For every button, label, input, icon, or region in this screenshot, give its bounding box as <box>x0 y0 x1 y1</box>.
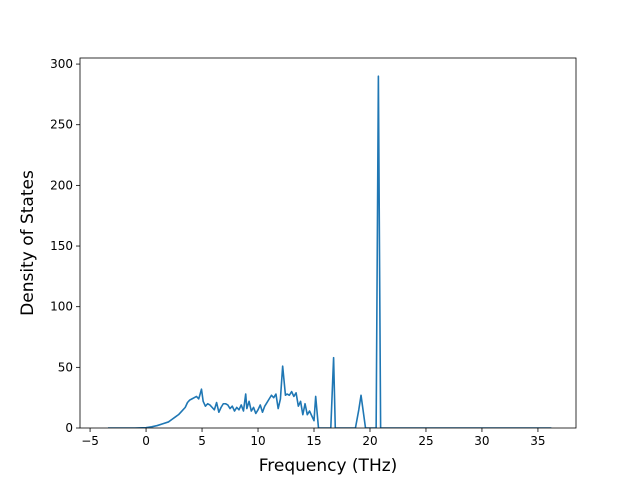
x-tick-label: 5 <box>198 434 206 448</box>
x-axis-label: Frequency (THz) <box>259 456 398 476</box>
x-tick-label: 10 <box>250 434 265 448</box>
y-axis-label: Density of States <box>18 170 38 316</box>
y-tick-label: 200 <box>50 178 73 192</box>
y-tick-label: 100 <box>50 300 73 314</box>
x-tick-label: 25 <box>418 434 433 448</box>
axis-ticks: −5 0 5 10 15 20 25 30 35 0 50 100 150 200 250 300 <box>50 57 545 448</box>
plot-area <box>107 75 552 428</box>
x-tick-label: 0 <box>142 434 150 448</box>
x-tick-label: −5 <box>81 434 99 448</box>
x-tick-label: 15 <box>306 434 321 448</box>
y-tick-label: 50 <box>58 360 73 374</box>
y-tick-label: 150 <box>50 239 73 253</box>
dos-series-line <box>107 75 552 428</box>
x-tick-label: 30 <box>474 434 489 448</box>
plot-frame <box>79 57 577 429</box>
x-tick-label: 20 <box>362 434 377 448</box>
y-tick-label: 250 <box>50 118 73 132</box>
y-tick-label: 0 <box>65 421 73 435</box>
x-tick-label: 35 <box>530 434 545 448</box>
y-tick-label: 300 <box>50 57 73 71</box>
